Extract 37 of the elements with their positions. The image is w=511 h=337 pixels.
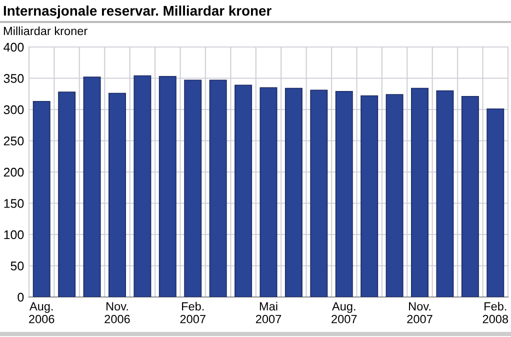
y-tick-label: 350: [4, 74, 24, 83]
y-tick-label: 250: [4, 136, 24, 146]
y-tick-label: 150: [4, 199, 24, 208]
y-tick-label: 200: [4, 168, 24, 177]
bar: [260, 87, 278, 297]
x-tick-label: Nov. 2007: [407, 302, 432, 324]
bar: [386, 94, 404, 297]
bar: [436, 90, 454, 297]
bar: [134, 75, 152, 297]
x-tick-label: Mai 2007: [256, 302, 282, 324]
y-tick-label: 50: [10, 262, 24, 270]
bar: [209, 80, 227, 297]
bar: [411, 88, 429, 297]
bar: [32, 100, 50, 297]
y-tick-label: 400: [4, 42, 24, 52]
bar: [158, 76, 176, 297]
x-tick-label: Nov. 2006: [104, 302, 130, 324]
x-tick-label: Feb. 2008: [482, 302, 508, 324]
chart-title: Internasjonale reservar. Milliardar kroner: [4, 6, 272, 18]
bar: [284, 88, 302, 297]
x-tick-label: Aug. 2007: [332, 302, 357, 324]
y-tick-label: 0: [18, 292, 24, 302]
bar: [486, 108, 504, 297]
y-tick-label: 100: [4, 230, 24, 240]
bar: [184, 80, 202, 297]
bar: [234, 84, 252, 297]
bar: [310, 90, 328, 297]
bar: [58, 92, 76, 297]
y-axis-title: Milliardar kroner: [4, 26, 88, 36]
bar: [461, 96, 479, 297]
x-tick-label: Aug. 2006: [29, 302, 54, 324]
bar: [335, 90, 353, 297]
x-tick-label: Feb. 2007: [180, 302, 206, 324]
bar: [108, 92, 126, 297]
y-tick-label: 300: [4, 105, 24, 114]
bar: [83, 76, 101, 297]
bar: [360, 95, 378, 297]
